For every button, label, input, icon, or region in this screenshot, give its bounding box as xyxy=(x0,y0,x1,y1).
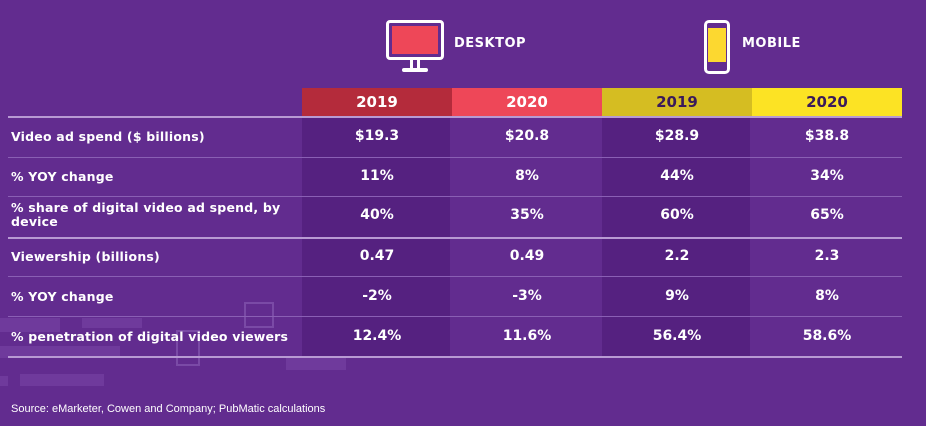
desktop-label: DESKTOP xyxy=(454,35,527,51)
row-divider xyxy=(8,316,902,317)
table-cell: 8% xyxy=(515,168,539,184)
source-note: Source: eMarketer, Cowen and Company; Pu… xyxy=(11,403,326,415)
mobile-header: MOBILE xyxy=(702,18,801,76)
desktop-header: DESKTOP xyxy=(386,18,526,76)
year-header-mobile-2019: 2019 xyxy=(602,88,752,116)
table-cell: 40% xyxy=(360,207,394,223)
table-bottom-rule xyxy=(8,356,902,358)
mobile-2019-column xyxy=(602,116,750,356)
mobile-label: MOBILE xyxy=(742,35,801,51)
row-label: Video ad spend ($ billions) xyxy=(11,129,205,144)
monitor-icon xyxy=(386,18,446,76)
table-cell: 58.6% xyxy=(802,328,852,344)
desktop-2019-column xyxy=(302,116,450,356)
table-cell: 35% xyxy=(510,207,544,223)
decorative-square xyxy=(244,302,274,328)
table-cell: 2.3 xyxy=(814,248,840,264)
decorative-square xyxy=(176,330,200,366)
decorative-block xyxy=(0,318,60,332)
row-divider xyxy=(8,276,902,277)
year-header-desktop-2020: 2020 xyxy=(452,88,602,116)
table-cell: 56.4% xyxy=(652,328,702,344)
table-cell: 2.2 xyxy=(664,248,690,264)
row-label: % YOY change xyxy=(11,169,114,184)
table-cell: -3% xyxy=(512,288,542,304)
table-cell: 11% xyxy=(360,168,394,184)
table-cell: 60% xyxy=(660,207,694,223)
year-header-mobile-2020: 2020 xyxy=(752,88,902,116)
table-cell: 0.47 xyxy=(359,248,395,264)
row-label: % YOY change xyxy=(11,289,114,304)
table-cell: -2% xyxy=(362,288,392,304)
table-cell: 12.4% xyxy=(352,328,402,344)
table-cell: $20.8 xyxy=(504,128,550,144)
table-cell: 44% xyxy=(660,168,694,184)
decorative-block xyxy=(286,358,346,370)
section-divider xyxy=(8,237,902,239)
table-cell: 34% xyxy=(810,168,844,184)
table-cell: 8% xyxy=(815,288,839,304)
row-label: Viewership (billions) xyxy=(11,249,160,264)
table-cell: 0.49 xyxy=(509,248,545,264)
phone-icon xyxy=(702,18,734,76)
table-cell: 65% xyxy=(810,207,844,223)
row-label: % share of digital video ad spend, by de… xyxy=(11,200,281,229)
decorative-block xyxy=(82,318,142,328)
decorative-block xyxy=(20,374,104,386)
row-divider xyxy=(8,157,902,158)
decorative-block xyxy=(0,376,8,386)
table-cell: $28.9 xyxy=(654,128,700,144)
table-cell: 11.6% xyxy=(502,328,552,344)
header-divider xyxy=(8,116,902,118)
table-cell: $38.8 xyxy=(804,128,850,144)
year-header-desktop-2019: 2019 xyxy=(302,88,452,116)
row-label: % penetration of digital video viewers xyxy=(11,329,289,344)
table-cell: 9% xyxy=(665,288,689,304)
table-cell: $19.3 xyxy=(354,128,400,144)
decorative-block xyxy=(0,346,120,358)
row-divider xyxy=(8,196,902,197)
